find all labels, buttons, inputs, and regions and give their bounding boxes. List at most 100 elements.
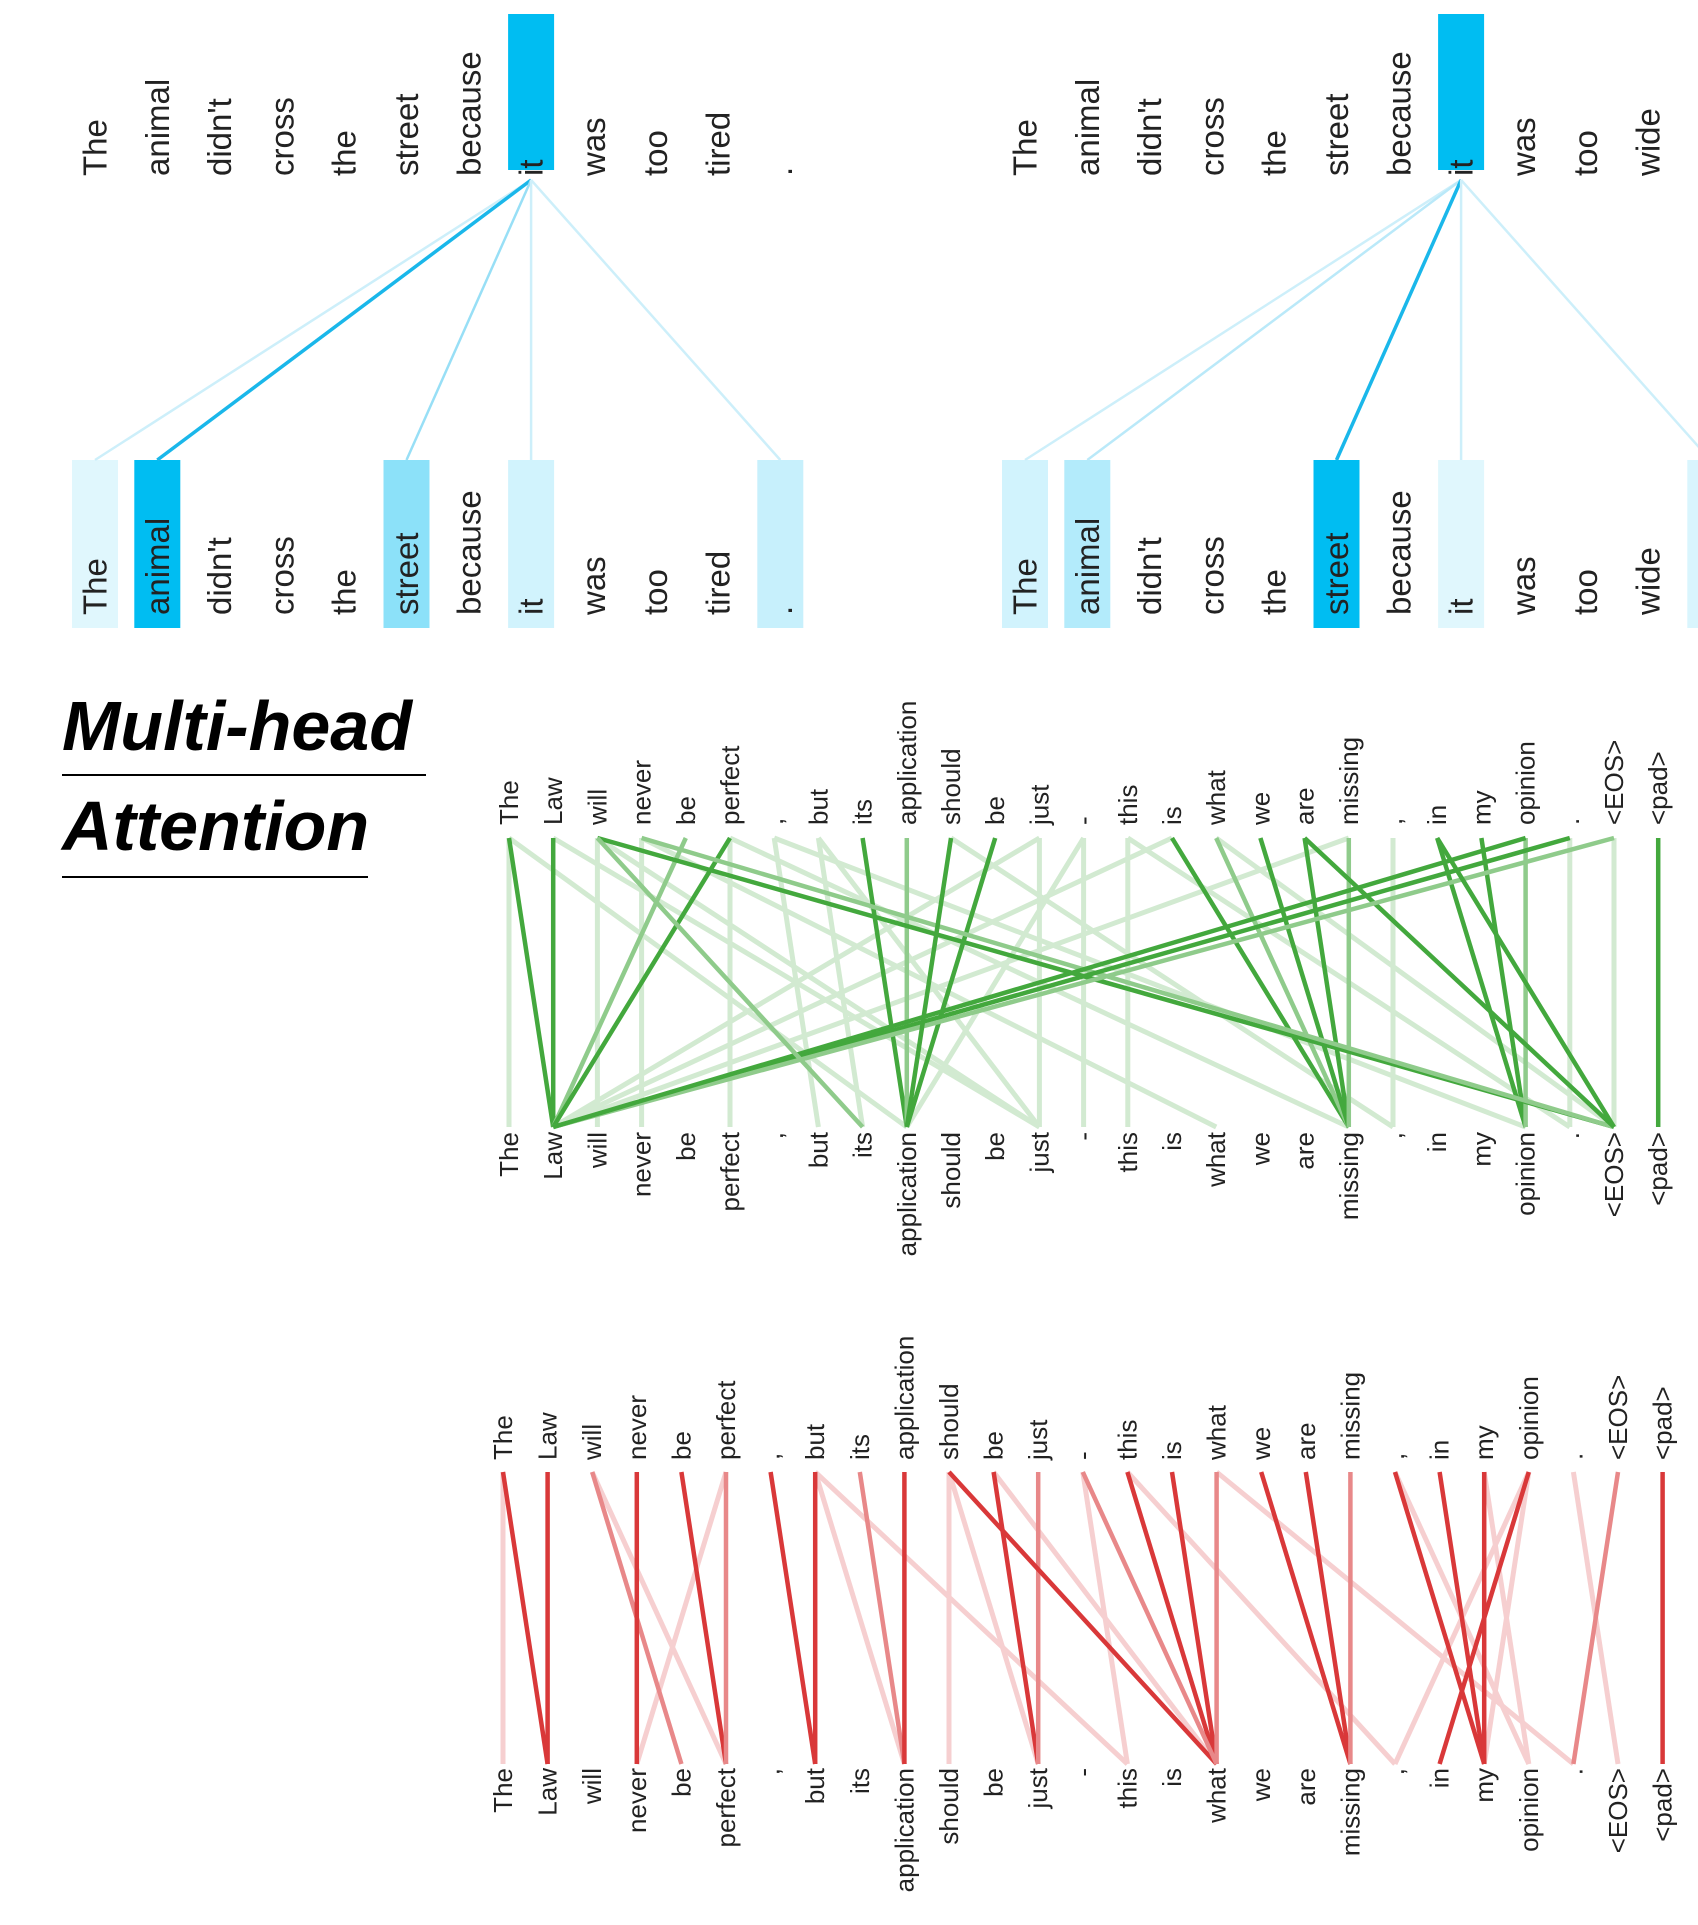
top-token: should (936, 748, 966, 825)
strong-attention-link (1302, 837, 1352, 1128)
top-token: what (1202, 1404, 1232, 1461)
bottom-token: my (1469, 1768, 1499, 1803)
bottom-token: but (800, 1767, 830, 1804)
top-token: - (1068, 1451, 1098, 1460)
top-token: because (1380, 51, 1417, 176)
top-token: are (1291, 1422, 1321, 1460)
bottom-token: the (1256, 569, 1293, 615)
strong-attention-link (595, 836, 865, 1129)
bottom-token: The (494, 1132, 524, 1177)
faint-attention-link (991, 1470, 1219, 1766)
bottom-token: are (1291, 1768, 1321, 1806)
top-token: Law (533, 1412, 563, 1460)
top-token: <EOS> (1603, 1375, 1633, 1460)
top-token: missing (1335, 1372, 1365, 1460)
bottom-token: perfect (711, 1767, 741, 1847)
query-highlight (508, 14, 555, 170)
top-token: be (671, 796, 701, 825)
bottom-token: <EOS> (1599, 1132, 1629, 1217)
top-token: , (1378, 818, 1408, 825)
top-token: but (803, 788, 833, 825)
bottom-token: , (1378, 1132, 1408, 1139)
key-highlight (508, 460, 555, 628)
strong-attention-link (552, 835, 1615, 1130)
top-token: was (1505, 117, 1542, 177)
top-token: my (1469, 1425, 1499, 1460)
bottom-token: never (622, 1768, 652, 1833)
faint-attention-link (1125, 1470, 1397, 1766)
bottom-token: in (1422, 1132, 1452, 1152)
attention-link (156, 178, 533, 462)
top-token: opinion (1514, 1376, 1544, 1460)
bottom-token: - (1069, 1132, 1099, 1141)
bottom-token: . (1692, 606, 1698, 615)
top-token: , (759, 818, 789, 825)
top-token: application (892, 701, 922, 825)
bottom-token: street (1318, 532, 1355, 615)
strong-attention-link (1435, 836, 1616, 1129)
strong-attention-link (1169, 1471, 1219, 1765)
bottom-token: The (77, 558, 114, 615)
bottom-token: Law (533, 1768, 563, 1816)
top-token: , (1380, 1453, 1410, 1460)
bottom-token: , (759, 1132, 789, 1139)
strong-attention-link (1080, 1471, 1219, 1765)
top-token: in (1422, 805, 1452, 825)
bottom-token: should (936, 1132, 966, 1209)
bottom-token: what (1202, 1767, 1232, 1824)
bottom-token: will (577, 1768, 607, 1805)
top-token: The (488, 1415, 518, 1460)
bottom-token: just (1023, 1767, 1053, 1809)
bottom-token: be (671, 1132, 701, 1161)
bottom-token: application (892, 1132, 922, 1256)
bottom-token: missing (1334, 1132, 1364, 1220)
strong-attention-link (947, 1470, 1219, 1766)
faint-attention-link (589, 1470, 729, 1766)
bottom-token: its (845, 1768, 875, 1794)
bottom-token: animal (1069, 518, 1106, 615)
strong-attention-link (640, 835, 1615, 1130)
bottom-token: Law (538, 1132, 568, 1180)
top-token: Law (538, 777, 568, 825)
attention-link (1024, 178, 1462, 462)
faint-attention-link (773, 835, 1527, 1130)
key-highlight (757, 460, 804, 628)
key-highlight (134, 460, 181, 628)
heading-underline-2 (62, 876, 368, 878)
strong-attention-link (857, 1471, 907, 1765)
top-token: cross (263, 97, 300, 176)
top-token: be (980, 796, 1010, 825)
bottom-token: opinion (1511, 1132, 1541, 1216)
strong-attention-link (1214, 837, 1351, 1128)
strong-attention-link (904, 837, 954, 1128)
bottom-token: cross (263, 536, 300, 615)
bottom-token: be (979, 1768, 1009, 1797)
top-token: animal (1069, 79, 1106, 176)
bottom-token: , (1380, 1768, 1410, 1775)
top-token: the (1256, 130, 1293, 176)
top-token: . (1692, 167, 1698, 176)
top-token: will (577, 1424, 607, 1461)
key-highlight (1064, 460, 1111, 628)
bottom-token: should (934, 1768, 964, 1845)
strong-attention-link (1170, 836, 1351, 1129)
bottom-token: its (848, 1132, 878, 1158)
top-token: <pad> (1648, 1386, 1678, 1460)
top-token: The (77, 119, 114, 176)
top-token: street (388, 93, 425, 176)
top-token: never (627, 760, 657, 825)
strong-attention-link (1259, 1471, 1353, 1765)
top-token: perfect (715, 745, 745, 825)
top-token: opinion (1511, 741, 1541, 825)
strong-attention-link (1437, 1471, 1487, 1765)
bottom-token: street (388, 532, 425, 615)
top-token: just (1023, 1419, 1053, 1461)
faint-attention-link (634, 1471, 729, 1765)
bottom-token: this (1112, 1768, 1142, 1808)
bottom-token: wide (1630, 547, 1667, 616)
key-highlight (1002, 460, 1048, 628)
key-highlight (1438, 460, 1485, 628)
bottom-token: too (637, 569, 674, 615)
attention-link (94, 178, 532, 462)
